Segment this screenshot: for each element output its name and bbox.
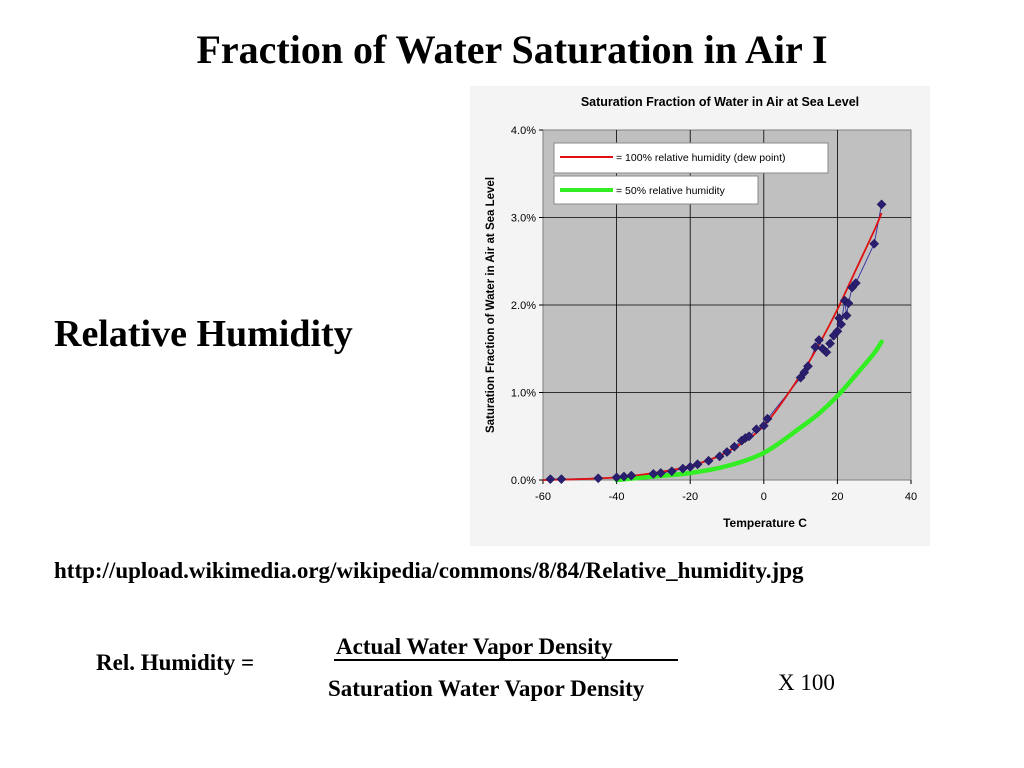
measured-points xyxy=(545,199,887,485)
measured-point xyxy=(703,455,714,466)
fraction-bar xyxy=(334,659,678,661)
y-axis-label: Saturation Fraction of Water in Air at S… xyxy=(485,177,497,433)
measured-point xyxy=(556,474,567,485)
formula-lhs: Rel. Humidity = xyxy=(96,650,255,675)
measured-point xyxy=(692,459,703,470)
measured-point xyxy=(832,326,843,337)
chart-title: Saturation Fraction of Water in Air at S… xyxy=(581,95,859,109)
relative-humidity-heading: Relative Humidity xyxy=(54,313,353,355)
y-tick-label: 2.0% xyxy=(511,300,536,312)
measured-point xyxy=(843,298,854,309)
saturation-chart: -60 -40 -20 0 20 40 0.0% 1.0% 2.0% 3.0% 4.0% Satur… xyxy=(470,86,930,546)
measured-point xyxy=(850,278,861,289)
measured-point xyxy=(685,461,696,472)
x-tick-label: -40 xyxy=(609,491,625,503)
measured-point xyxy=(825,338,835,349)
measured-point xyxy=(762,413,773,424)
y-tick-label: 1.0% xyxy=(511,388,536,400)
axis-ticks: -60 -40 -20 0 20 40 0.0% 1.0% 2.0% 3.0% 4.0% xyxy=(511,125,917,503)
measured-point xyxy=(729,441,740,452)
measured-point xyxy=(722,447,732,457)
legend-label-half-humidity: = 50% relative humidity xyxy=(616,185,726,197)
half-humidity-line xyxy=(614,339,884,483)
slide-title: Fraction of Water Saturation in Air I xyxy=(196,27,828,72)
x-tick-label: -60 xyxy=(535,491,551,503)
measured-point xyxy=(876,199,887,210)
source-url[interactable]: http://upload.wikimedia.org/wikipedia/co… xyxy=(54,558,804,583)
saturation-chart-svg: -60 -40 -20 0 20 40 0.0% 1.0% 2.0% 3.0% 4.0% Satur… xyxy=(470,86,930,546)
measured-point xyxy=(821,347,832,358)
measured-point xyxy=(869,238,880,249)
measured-point xyxy=(814,335,824,345)
y-tick-label: 0.0% xyxy=(511,475,536,487)
x-tick-label: -20 xyxy=(682,491,698,503)
x-tick-label: 40 xyxy=(905,491,917,503)
measured-point xyxy=(744,431,755,442)
measured-point xyxy=(626,470,637,481)
measured-point xyxy=(810,342,821,352)
measured-point xyxy=(758,420,769,431)
formula-numerator: Actual Water Vapor Density xyxy=(336,634,613,659)
x-tick-label: 20 xyxy=(831,491,843,503)
formula-denominator: Saturation Water Vapor Density xyxy=(328,676,645,701)
legend-label-dew-point: = 100% relative humidity (dew point) xyxy=(616,152,786,164)
measured-point xyxy=(714,451,725,462)
x-tick-label: 0 xyxy=(761,491,767,503)
measured-point xyxy=(655,468,666,478)
measured-point xyxy=(545,474,556,485)
measured-point xyxy=(799,367,810,378)
measured-point xyxy=(803,361,813,372)
measured-point xyxy=(841,310,852,321)
y-tick-label: 3.0% xyxy=(511,213,536,225)
measured-point xyxy=(751,424,762,435)
x-axis-label: Temperature C xyxy=(723,516,807,530)
y-tick-label: 4.0% xyxy=(511,125,536,137)
measured-point xyxy=(836,319,847,330)
formula-multiplier: X 100 xyxy=(778,670,835,695)
measured-point xyxy=(666,466,677,477)
legend: = 100% relative humidity (dew point) = 5… xyxy=(553,142,829,205)
measured-point xyxy=(593,473,604,484)
